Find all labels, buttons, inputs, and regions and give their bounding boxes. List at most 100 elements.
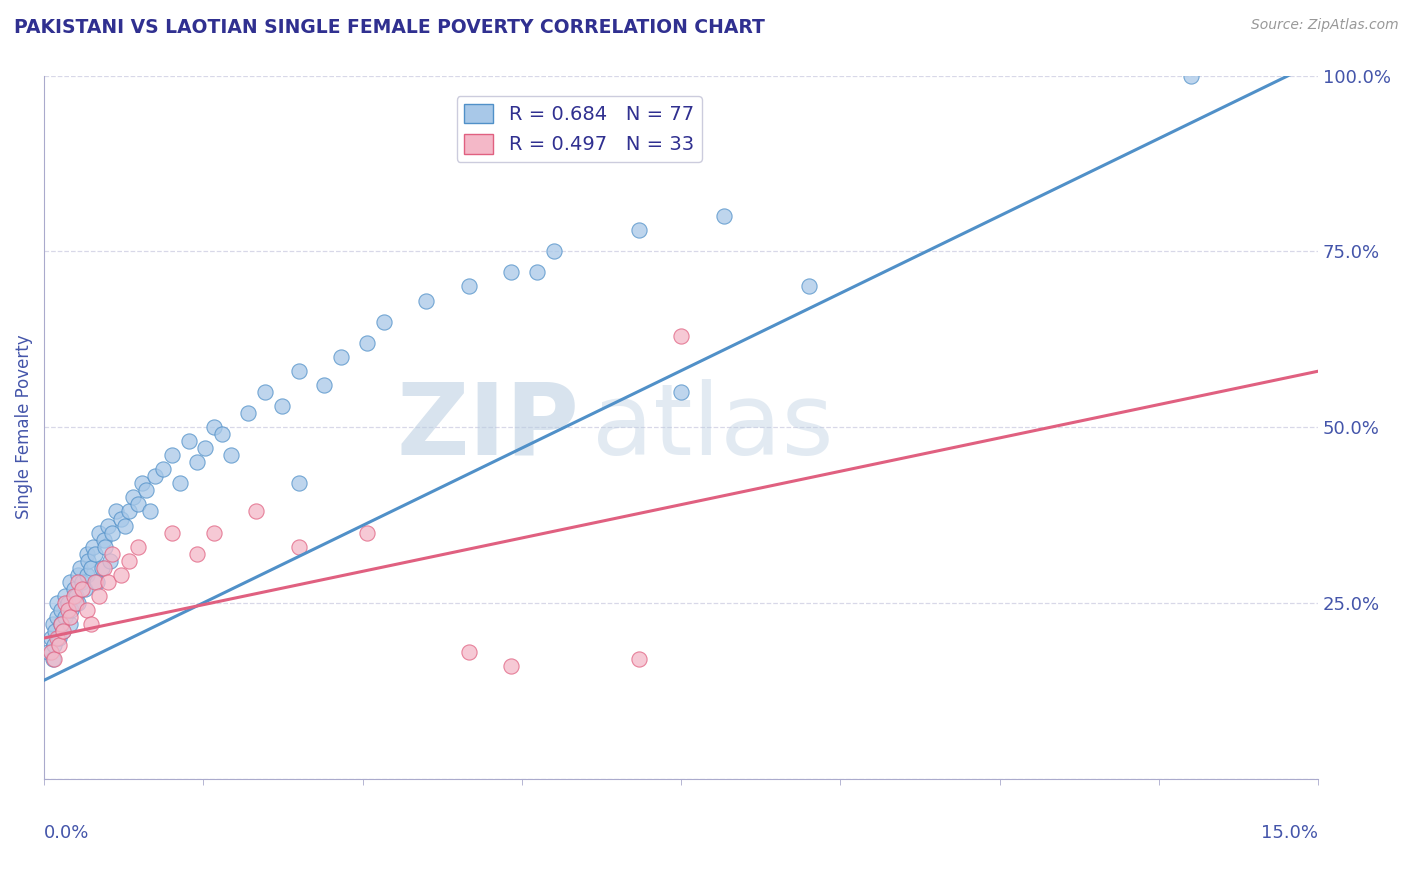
- Text: PAKISTANI VS LAOTIAN SINGLE FEMALE POVERTY CORRELATION CHART: PAKISTANI VS LAOTIAN SINGLE FEMALE POVER…: [14, 18, 765, 37]
- Point: [288, 364, 311, 378]
- Point: [160, 448, 183, 462]
- Point: [202, 420, 225, 434]
- Point: [501, 265, 523, 279]
- Point: [97, 518, 120, 533]
- Point: [65, 596, 87, 610]
- Point: [526, 265, 548, 279]
- Point: [86, 574, 108, 589]
- Point: [356, 525, 378, 540]
- Point: [58, 617, 80, 632]
- Point: [93, 560, 115, 574]
- Point: [76, 547, 98, 561]
- Point: [330, 350, 353, 364]
- Point: [93, 533, 115, 547]
- Point: [127, 498, 149, 512]
- Point: [67, 567, 90, 582]
- Point: [84, 547, 107, 561]
- Point: [110, 567, 132, 582]
- Point: [80, 617, 103, 632]
- Point: [44, 638, 66, 652]
- Point: [160, 525, 183, 540]
- Point: [797, 279, 820, 293]
- Point: [41, 652, 63, 666]
- Point: [122, 491, 145, 505]
- Point: [211, 427, 233, 442]
- Point: [60, 603, 83, 617]
- Point: [39, 645, 62, 659]
- Point: [44, 624, 66, 638]
- Point: [89, 525, 111, 540]
- Point: [236, 406, 259, 420]
- Text: Source: ZipAtlas.com: Source: ZipAtlas.com: [1251, 18, 1399, 32]
- Point: [669, 384, 692, 399]
- Point: [169, 476, 191, 491]
- Point: [77, 554, 100, 568]
- Point: [53, 596, 76, 610]
- Point: [52, 624, 75, 638]
- Text: ZIP: ZIP: [396, 378, 579, 475]
- Point: [98, 554, 121, 568]
- Point: [90, 560, 112, 574]
- Text: atlas: atlas: [592, 378, 834, 475]
- Point: [49, 603, 72, 617]
- Point: [73, 582, 96, 596]
- Point: [110, 511, 132, 525]
- Point: [53, 589, 76, 603]
- Point: [669, 328, 692, 343]
- Point: [72, 582, 94, 596]
- Point: [56, 603, 79, 617]
- Point: [80, 560, 103, 574]
- Point: [53, 610, 76, 624]
- Text: 15.0%: 15.0%: [1261, 824, 1319, 842]
- Point: [49, 617, 72, 632]
- Point: [63, 589, 86, 603]
- Point: [45, 596, 67, 610]
- Point: [245, 504, 267, 518]
- Point: [97, 574, 120, 589]
- Point: [177, 434, 200, 449]
- Point: [89, 589, 111, 603]
- Point: [288, 540, 311, 554]
- Point: [501, 659, 523, 673]
- Point: [41, 617, 63, 632]
- Legend: R = 0.684   N = 77, R = 0.497   N = 33: R = 0.684 N = 77, R = 0.497 N = 33: [457, 95, 702, 162]
- Point: [45, 610, 67, 624]
- Point: [373, 315, 395, 329]
- Point: [271, 399, 294, 413]
- Point: [69, 560, 91, 574]
- Point: [253, 384, 276, 399]
- Point: [65, 589, 87, 603]
- Point: [543, 244, 565, 259]
- Point: [101, 547, 124, 561]
- Point: [288, 476, 311, 491]
- Point: [67, 574, 90, 589]
- Point: [202, 525, 225, 540]
- Point: [713, 209, 735, 223]
- Point: [131, 476, 153, 491]
- Point: [39, 631, 62, 645]
- Point: [415, 293, 437, 308]
- Point: [143, 469, 166, 483]
- Point: [76, 567, 98, 582]
- Point: [76, 603, 98, 617]
- Point: [356, 335, 378, 350]
- Point: [58, 574, 80, 589]
- Point: [457, 279, 479, 293]
- Point: [48, 631, 70, 645]
- Point: [139, 504, 162, 518]
- Point: [314, 378, 336, 392]
- Point: [118, 504, 141, 518]
- Point: [627, 223, 650, 237]
- Point: [49, 617, 72, 632]
- Point: [84, 574, 107, 589]
- Point: [114, 518, 136, 533]
- Point: [58, 610, 80, 624]
- Point: [48, 638, 70, 652]
- Point: [37, 645, 59, 659]
- Point: [44, 652, 66, 666]
- Point: [152, 462, 174, 476]
- Point: [72, 574, 94, 589]
- Y-axis label: Single Female Poverty: Single Female Poverty: [15, 334, 32, 519]
- Point: [118, 554, 141, 568]
- Point: [1180, 69, 1202, 83]
